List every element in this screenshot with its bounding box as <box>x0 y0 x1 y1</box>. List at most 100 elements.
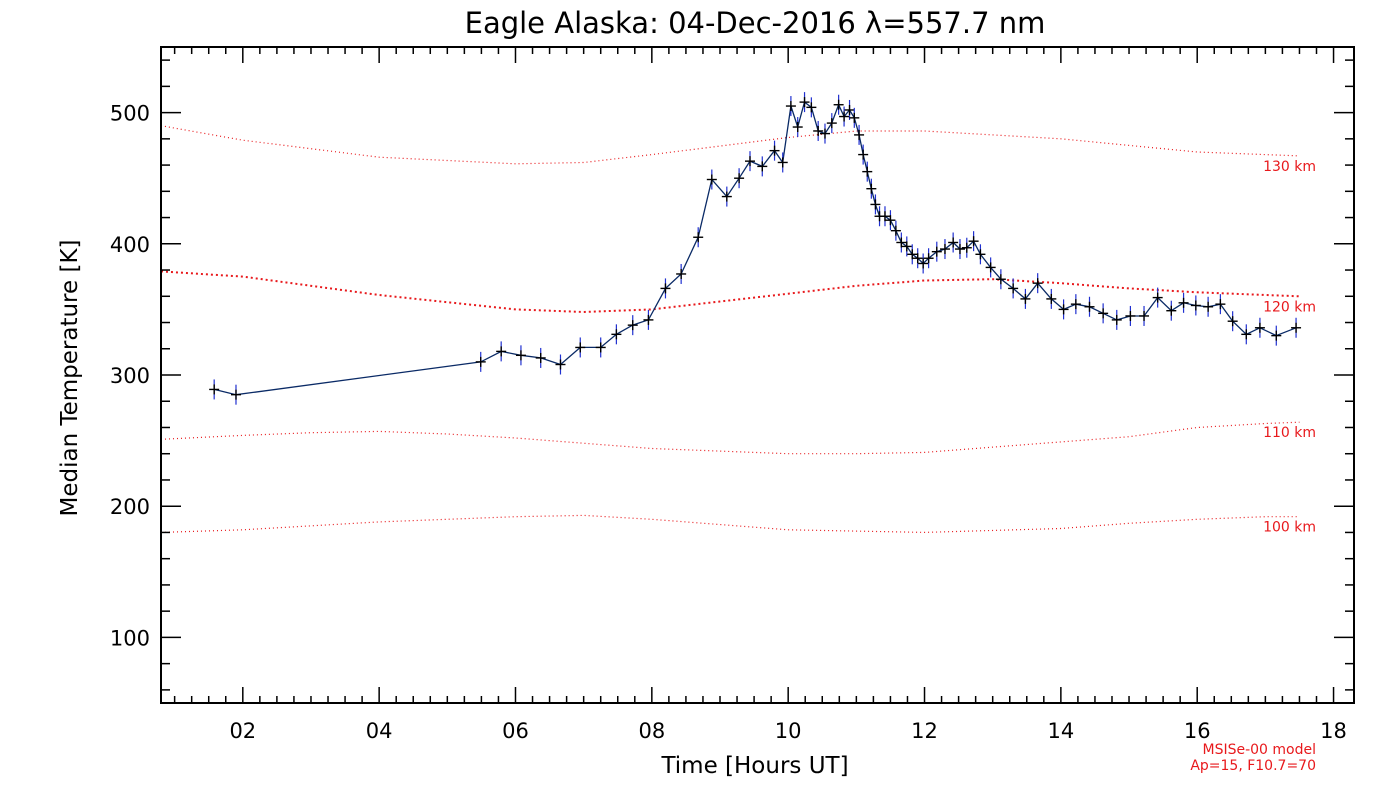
model-label-130-km: 130 km <box>1263 159 1316 175</box>
data-point <box>230 384 241 405</box>
x-tick-label: 16 <box>1184 719 1211 743</box>
data-point <box>1203 296 1214 317</box>
data-point <box>757 156 768 177</box>
data-point <box>1152 287 1163 308</box>
data-point <box>799 92 810 113</box>
data-point <box>1178 292 1189 313</box>
data-point <box>819 123 830 144</box>
x-tick-label: 10 <box>775 719 802 743</box>
data-point <box>1111 309 1122 330</box>
data-point <box>954 239 965 260</box>
data-point <box>785 96 796 117</box>
data-point <box>975 244 986 265</box>
plot-frame <box>160 46 1355 704</box>
data-point <box>1291 317 1302 338</box>
data-point <box>1227 311 1238 332</box>
data-point <box>862 161 873 182</box>
data-point <box>813 120 824 141</box>
data-point <box>907 244 918 265</box>
data-point <box>858 144 869 165</box>
data-point <box>475 351 486 372</box>
data-point <box>660 278 671 299</box>
model-label-100-km: 100 km <box>1263 520 1316 536</box>
data-point <box>745 151 756 172</box>
data-point <box>734 168 745 189</box>
data-point <box>968 231 979 252</box>
data-point <box>595 337 606 358</box>
data-point <box>706 169 717 190</box>
data-point <box>890 220 901 241</box>
data-point <box>885 210 896 231</box>
measurement-line <box>214 100 1297 396</box>
data-point <box>1271 325 1282 346</box>
data-point <box>1190 295 1201 316</box>
data-point <box>1125 305 1136 326</box>
model-curve-100-km <box>160 514 1300 534</box>
data-point <box>961 237 972 258</box>
data-point <box>948 232 959 253</box>
data-point <box>901 236 912 257</box>
data-point <box>1032 273 1043 294</box>
y-tick-label: 500 <box>110 102 150 126</box>
data-point <box>849 107 860 128</box>
data-point <box>833 94 844 115</box>
data-point <box>496 341 507 362</box>
data-point <box>866 178 877 199</box>
data-point <box>1046 288 1057 309</box>
data-point <box>879 206 890 227</box>
x-tick-label: 08 <box>638 719 665 743</box>
model-note-line-2: Ap=15, F10.7=70 <box>1190 758 1316 774</box>
data-point <box>839 106 850 127</box>
data-point <box>575 337 586 358</box>
data-point <box>209 379 220 400</box>
y-tick-label: 100 <box>110 626 150 650</box>
data-point <box>535 347 546 368</box>
data-point <box>931 241 942 262</box>
model-curve-120-km <box>160 270 1300 314</box>
x-tick-label: 04 <box>366 719 393 743</box>
y-tick-label: 200 <box>110 495 150 519</box>
data-point <box>693 227 704 248</box>
data-point <box>1020 288 1031 309</box>
data-point <box>1241 324 1252 345</box>
axes: 02 04 06 08 10 12 14 16 18 100 200 300 400 500 <box>110 47 1354 743</box>
data-point <box>923 248 934 269</box>
x-tick-label: 06 <box>502 719 529 743</box>
data-point <box>854 124 865 145</box>
data-point <box>643 309 654 330</box>
data-point <box>985 257 996 278</box>
data-point <box>676 263 687 284</box>
model-label-110-km: 110 km <box>1263 425 1316 441</box>
data-point <box>844 99 855 120</box>
data-point <box>1215 294 1226 315</box>
data-point <box>611 324 622 345</box>
x-tick-label: 18 <box>1320 719 1347 743</box>
data-point <box>1254 317 1265 338</box>
data-point <box>721 186 732 207</box>
model-curves: 130 km 120 km 110 km 100 km <box>160 125 1316 536</box>
data-point <box>995 269 1006 290</box>
model-curve-130-km <box>160 125 1300 165</box>
data-point <box>769 140 780 161</box>
data-point <box>1166 300 1177 321</box>
y-tick-label: 300 <box>110 364 150 388</box>
data-point <box>912 248 923 269</box>
x-tick-label: 02 <box>229 719 256 743</box>
x-tick-label: 14 <box>1047 719 1074 743</box>
model-note-line-1: MSISe-00 model <box>1202 742 1316 758</box>
data-point <box>555 354 566 375</box>
model-label-120-km: 120 km <box>1263 299 1316 315</box>
x-tick-label: 12 <box>911 719 938 743</box>
data-point <box>1058 299 1069 320</box>
data-point <box>896 232 907 253</box>
data-point <box>826 113 837 134</box>
data-point <box>1084 296 1095 317</box>
data-point <box>515 345 526 366</box>
x-axis-label: Time [Hours UT] <box>660 753 848 779</box>
y-tick-label: 400 <box>110 233 150 257</box>
data-point <box>806 97 817 118</box>
chart-title: Eagle Alaska: 04-Dec-2016 λ=557.7 nm <box>465 6 1046 40</box>
data-point <box>870 194 881 215</box>
data-point <box>939 239 950 260</box>
